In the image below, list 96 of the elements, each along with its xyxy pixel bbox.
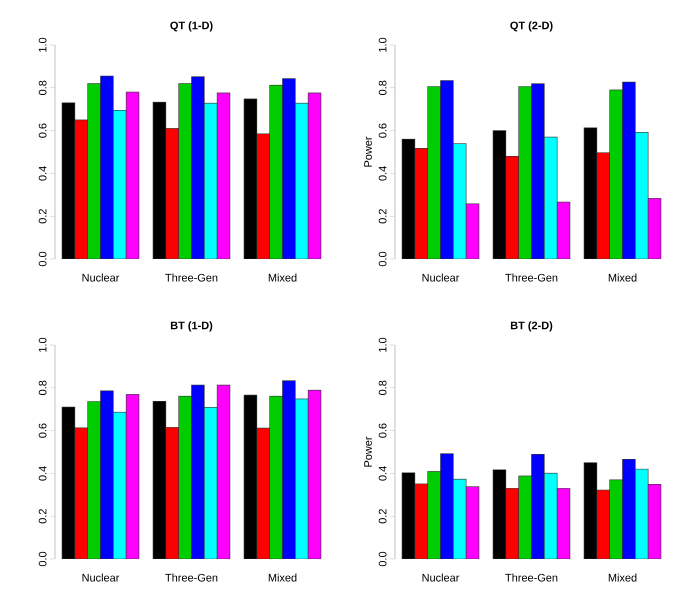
- bar: [113, 110, 126, 259]
- bar: [584, 462, 598, 559]
- bar: [217, 385, 230, 559]
- x-tick-label: Nuclear: [82, 274, 120, 282]
- bar: [440, 453, 454, 559]
- bar: [282, 380, 296, 559]
- chart-title: BT (1-D): [170, 321, 212, 332]
- x-tick-label: Nuclear: [422, 274, 460, 282]
- y-axis-title: Power: [364, 436, 372, 467]
- bar: [532, 454, 544, 559]
- bar: [506, 488, 519, 559]
- y-tick-label: 0.2: [38, 209, 46, 224]
- bar: [152, 102, 166, 259]
- x-tick-label: Mixed: [268, 274, 296, 282]
- y-tick-label: 0.2: [378, 509, 386, 524]
- x-tick-label: Nuclear: [82, 574, 120, 582]
- y-tick-label: 0.2: [38, 509, 46, 524]
- x-tick-label: Three-Gen: [505, 574, 558, 582]
- bar: [308, 390, 322, 559]
- x-tick-label: Three-Gen: [165, 574, 218, 582]
- bar: [295, 102, 308, 259]
- bar: [244, 98, 258, 259]
- bar: [648, 198, 662, 259]
- bar: [648, 484, 662, 559]
- y-tick-label: 0.0: [378, 552, 386, 566]
- y-tick-label: 0.4: [38, 166, 46, 181]
- bar: [453, 478, 466, 559]
- y-tick-label: 1.0: [378, 338, 386, 352]
- y-tick-label: 0.4: [38, 466, 46, 481]
- bar: [204, 102, 218, 259]
- bar: [113, 412, 126, 559]
- bar: [492, 130, 506, 259]
- bar: [244, 394, 258, 559]
- bar: [191, 76, 205, 259]
- bar: [402, 472, 416, 559]
- y-tick-label: 0.6: [38, 123, 46, 138]
- x-tick-label: Three-Gen: [505, 274, 558, 282]
- bar: [308, 92, 322, 259]
- y-tick-label: 0.0: [38, 552, 46, 566]
- bar: [622, 458, 636, 559]
- y-tick-label: 0.0: [378, 252, 386, 266]
- bar: [216, 92, 230, 259]
- y-tick-label: 0.6: [378, 423, 386, 438]
- bar: [609, 480, 623, 559]
- bar: [178, 396, 192, 559]
- x-tick-label: Mixed: [268, 574, 296, 582]
- y-tick-label: 0.8: [38, 380, 46, 395]
- y-tick-label: 0.6: [38, 423, 46, 438]
- bar: [518, 476, 532, 559]
- chart-title: QT (1-D): [170, 21, 213, 32]
- bar: [87, 401, 101, 559]
- x-tick-label: Mixed: [608, 574, 636, 582]
- x-tick-label: Three-Gen: [165, 274, 218, 282]
- bar: [100, 76, 114, 259]
- bar: [584, 128, 598, 259]
- chart-title: QT (2-D): [510, 21, 553, 32]
- bar: [62, 406, 76, 559]
- chart-title: BT (2-D): [510, 321, 552, 332]
- bar: [466, 486, 480, 559]
- bar: [153, 401, 166, 559]
- y-tick-label: 1.0: [378, 38, 386, 52]
- bar: [427, 471, 441, 559]
- bar: [282, 78, 296, 259]
- y-tick-label: 0.0: [38, 252, 46, 266]
- y-tick-label: 0.6: [378, 123, 386, 138]
- bar: [74, 428, 88, 559]
- bar: [493, 470, 506, 559]
- y-tick-label: 1.0: [38, 38, 46, 52]
- bar: [544, 473, 558, 559]
- bar: [596, 490, 610, 559]
- bar: [256, 428, 270, 559]
- bar: [269, 396, 283, 559]
- y-tick-label: 0.4: [378, 166, 386, 181]
- y-tick-label: 0.8: [378, 80, 386, 95]
- y-tick-label: 0.8: [378, 380, 386, 395]
- bar: [62, 102, 76, 259]
- bar: [556, 202, 570, 259]
- y-tick-label: 0.4: [378, 466, 386, 481]
- bar: [414, 484, 428, 559]
- y-axis-title: Power: [364, 136, 372, 167]
- bar: [204, 407, 218, 559]
- bar: [126, 394, 140, 559]
- bar: [166, 427, 179, 559]
- y-tick-label: 1.0: [38, 338, 46, 352]
- bar: [126, 92, 140, 259]
- bar: [402, 138, 416, 259]
- bar: [192, 385, 204, 559]
- x-tick-label: Nuclear: [422, 574, 460, 582]
- x-tick-label: Mixed: [608, 274, 636, 282]
- bar: [557, 488, 570, 559]
- bar: [100, 390, 114, 559]
- y-tick-label: 0.8: [38, 80, 46, 95]
- y-tick-label: 0.2: [378, 209, 386, 224]
- bar: [466, 203, 480, 259]
- bar: [295, 398, 308, 559]
- bar: [635, 468, 648, 559]
